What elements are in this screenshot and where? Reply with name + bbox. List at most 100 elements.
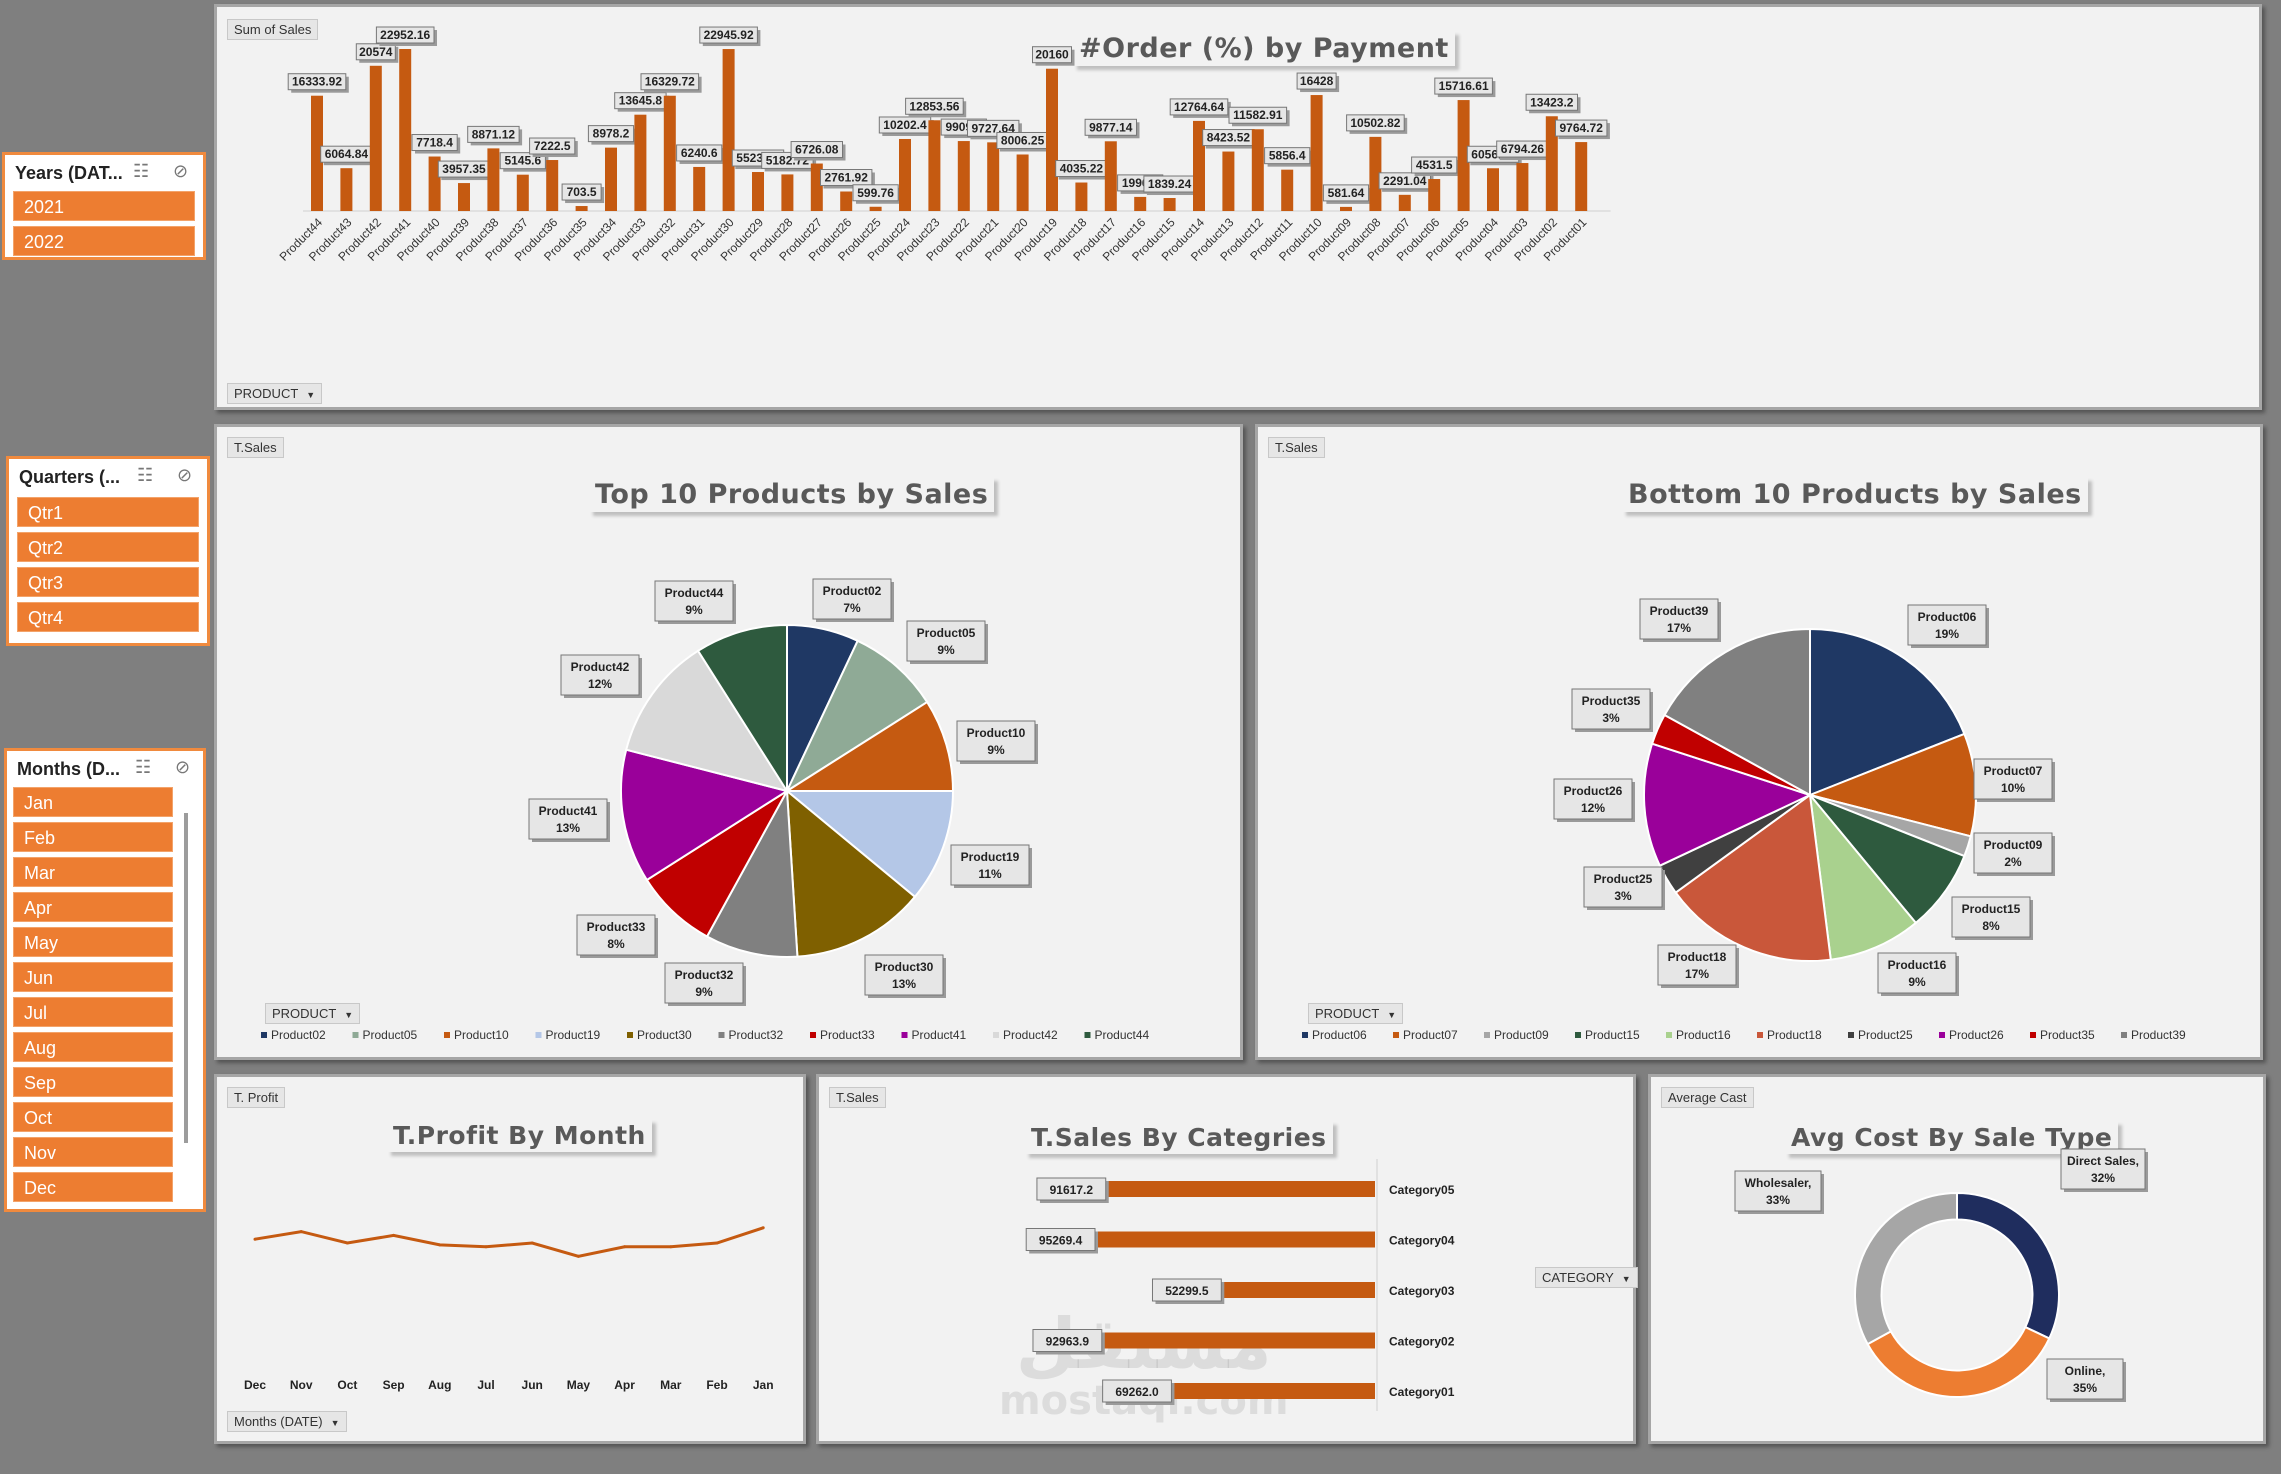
data-label: 4035.22 bbox=[1060, 162, 1104, 176]
bar-category04 bbox=[1095, 1231, 1375, 1248]
bar-product32 bbox=[663, 95, 676, 211]
quarters-slicer-title: Quarters (... bbox=[19, 467, 121, 487]
slice-product26 bbox=[1643, 742, 1813, 868]
data-label: 8423.52 bbox=[1207, 131, 1251, 145]
data-label-value: 3% bbox=[1614, 889, 1632, 903]
profit-panel: T. Profit T.Profit By Month Months (DATE… bbox=[214, 1074, 806, 1444]
data-label: 15716.61 bbox=[1439, 79, 1489, 93]
data-label: 6240.6 bbox=[681, 146, 718, 160]
slicer-year-2022[interactable]: 2022 bbox=[13, 226, 195, 256]
quarters-slicer: Quarters (... ☷ ⊘ Qtr1 Qtr2 Qtr3 Qtr4 bbox=[6, 456, 210, 646]
slicer-month-aug[interactable]: Aug bbox=[13, 1032, 173, 1062]
slicer-quarter-qtr1[interactable]: Qtr1 bbox=[17, 497, 199, 527]
slicer-month-feb[interactable]: Feb bbox=[13, 822, 173, 852]
slicer-month-apr[interactable]: Apr bbox=[13, 892, 173, 922]
data-label: 91617.2 bbox=[1050, 1183, 1094, 1197]
legend-label: Product06 bbox=[1312, 1028, 1367, 1042]
product-filter-button[interactable]: PRODUCT ▼ bbox=[227, 383, 323, 404]
multi-select-icon[interactable]: ☷ bbox=[135, 757, 152, 777]
data-label-box bbox=[654, 580, 734, 622]
data-label: 13423.2 bbox=[1530, 95, 1574, 109]
avgcost-panel: Average Cast Avg Cost By Sale Type Direc… bbox=[1648, 1074, 2266, 1444]
legend-swatch bbox=[1575, 1032, 1581, 1038]
legend-label: Product19 bbox=[546, 1028, 601, 1042]
slice-product19 bbox=[784, 790, 955, 899]
x-tick-label: Dec bbox=[244, 1378, 266, 1392]
slice-product06 bbox=[1809, 627, 1966, 797]
data-label-box bbox=[1025, 1228, 1096, 1251]
legend-swatch bbox=[718, 1032, 725, 1038]
data-label: 599.76 bbox=[857, 186, 894, 200]
slice-product30 bbox=[785, 788, 917, 958]
slicer-month-mar[interactable]: Mar bbox=[13, 857, 173, 887]
profit-line-chart: Dec Nov Oct Sep Aug Jul Jun May Apr Mar Feb Jan bbox=[244, 1226, 774, 1392]
bar-product41 bbox=[399, 49, 412, 211]
slicer-month-may[interactable]: May bbox=[13, 927, 173, 957]
bar-category02 bbox=[1101, 1332, 1375, 1349]
months-filter-button[interactable]: Months (DATE) ▼ bbox=[227, 1411, 347, 1432]
point-apr bbox=[623, 1245, 627, 1249]
slicer-month-oct[interactable]: Oct bbox=[13, 1102, 173, 1132]
data-label-name: Product39 bbox=[1650, 604, 1709, 618]
data-label-box bbox=[1571, 688, 1651, 730]
value-field-tag: T.Sales bbox=[227, 437, 284, 458]
category-filter-button[interactable]: CATEGORY ▼ bbox=[1535, 1267, 1638, 1288]
data-label-name: Product30 bbox=[875, 960, 934, 974]
data-label-name: Product16 bbox=[1888, 958, 1947, 972]
bar-product09 bbox=[1340, 206, 1352, 211]
point-aug bbox=[438, 1243, 442, 1247]
data-label: 6064.84 bbox=[325, 147, 369, 161]
slicer-month-dec[interactable]: Dec bbox=[13, 1172, 173, 1202]
slicer-year-2021[interactable]: 2021 bbox=[13, 191, 195, 221]
data-label: 5856.4 bbox=[1269, 149, 1306, 163]
data-label-name: Product15 bbox=[1962, 902, 2021, 916]
data-label: 6794.26 bbox=[1501, 142, 1545, 156]
data-label-box bbox=[1639, 598, 1719, 640]
data-label-name: Product33 bbox=[587, 920, 646, 934]
bar-product12 bbox=[1251, 129, 1264, 211]
slicer-month-sep[interactable]: Sep bbox=[13, 1067, 173, 1097]
bar-product22 bbox=[957, 141, 970, 211]
legend-label: Product07 bbox=[1403, 1028, 1458, 1042]
data-label: 1839.24 bbox=[1148, 177, 1192, 191]
multi-select-icon[interactable]: ☷ bbox=[137, 465, 154, 485]
legend-label: Product02 bbox=[271, 1028, 326, 1042]
data-label: 22945.92 bbox=[704, 28, 754, 42]
product-filter-button[interactable]: PRODUCT ▼ bbox=[265, 1003, 361, 1024]
clear-filter-icon[interactable]: ⊘ bbox=[173, 161, 189, 181]
slicer-month-jul[interactable]: Jul bbox=[13, 997, 173, 1027]
clear-filter-icon[interactable]: ⊘ bbox=[175, 757, 191, 777]
slicer-month-nov[interactable]: Nov bbox=[13, 1137, 173, 1167]
data-label-box bbox=[905, 97, 964, 115]
data-label-name: Product06 bbox=[1918, 610, 1977, 624]
bar-product11 bbox=[1281, 169, 1294, 211]
clear-filter-icon[interactable]: ⊘ bbox=[177, 465, 193, 485]
slicer-quarter-qtr3[interactable]: Qtr3 bbox=[17, 567, 199, 597]
multi-select-icon[interactable]: ☷ bbox=[133, 161, 150, 181]
bar-product04 bbox=[1487, 168, 1499, 211]
point-jun bbox=[530, 1241, 534, 1245]
slicer-quarter-qtr2[interactable]: Qtr2 bbox=[17, 532, 199, 562]
data-label-name: Product07 bbox=[1984, 764, 2043, 778]
legend-label: Product30 bbox=[637, 1028, 692, 1042]
legend-swatch bbox=[2030, 1032, 2036, 1038]
data-label: 9877.14 bbox=[1089, 120, 1133, 134]
y-tick-label: Category03 bbox=[1389, 1284, 1455, 1298]
months-scrollbar[interactable] bbox=[184, 813, 188, 1143]
bar-category03 bbox=[1221, 1282, 1375, 1298]
bar-product33 bbox=[634, 114, 647, 211]
slicer-month-jun[interactable]: Jun bbox=[13, 962, 173, 992]
product-filter-button[interactable]: PRODUCT ▼ bbox=[1308, 1003, 1404, 1024]
data-label-name: Product44 bbox=[665, 586, 724, 600]
slicer-month-jan[interactable]: Jan bbox=[13, 787, 173, 817]
data-label-box bbox=[1973, 758, 2053, 800]
x-tick-label: Sep bbox=[383, 1378, 405, 1392]
slicer-quarter-qtr4[interactable]: Qtr4 bbox=[17, 602, 199, 632]
data-label-box bbox=[1102, 1379, 1172, 1403]
point-nov bbox=[299, 1230, 303, 1234]
data-label-box bbox=[1346, 114, 1405, 132]
slice-product32 bbox=[705, 787, 799, 958]
data-label-value: 9% bbox=[685, 603, 703, 617]
data-label-name: Product10 bbox=[967, 726, 1026, 740]
data-label-value: 17% bbox=[1667, 621, 1691, 635]
